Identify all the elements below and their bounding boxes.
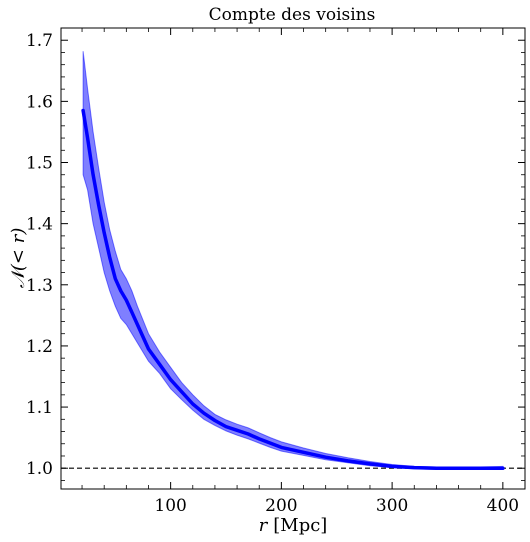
axes-frame — [60, 27, 526, 490]
mean-line — [81, 108, 505, 470]
y-tick-label: 1.5 — [26, 154, 53, 174]
y-tick-label: 1.4 — [26, 215, 53, 235]
y-tick-label: 1.0 — [26, 459, 53, 479]
y-tick-label: 1.3 — [26, 276, 53, 296]
x-axis: 100 200 300 400 — [81, 28, 526, 516]
confidence-band — [82, 51, 504, 470]
y-axis-title: 𝒩(< r) — [8, 228, 29, 289]
chart-title: Compte des voisins — [209, 5, 376, 25]
y-tick-label: 1.7 — [26, 31, 53, 51]
x-tick-label: 200 — [265, 496, 297, 516]
x-axis-variable: r — [259, 515, 269, 536]
y-tick-label: 1.6 — [26, 92, 53, 112]
x-tick-label: 400 — [487, 496, 519, 516]
x-axis-unit: [Mpc] — [273, 515, 327, 536]
x-tick-label: 100 — [154, 496, 186, 516]
y-axis: 1.0 1.1 1.2 1.3 1.4 1.5 1.6 1.7 — [26, 27, 525, 481]
plot-area — [60, 27, 526, 490]
y-tick-label: 1.1 — [26, 398, 53, 418]
x-tick-label: 300 — [376, 496, 408, 516]
x-axis-title: r [Mpc] — [259, 515, 328, 536]
y-tick-label: 1.2 — [26, 337, 53, 357]
